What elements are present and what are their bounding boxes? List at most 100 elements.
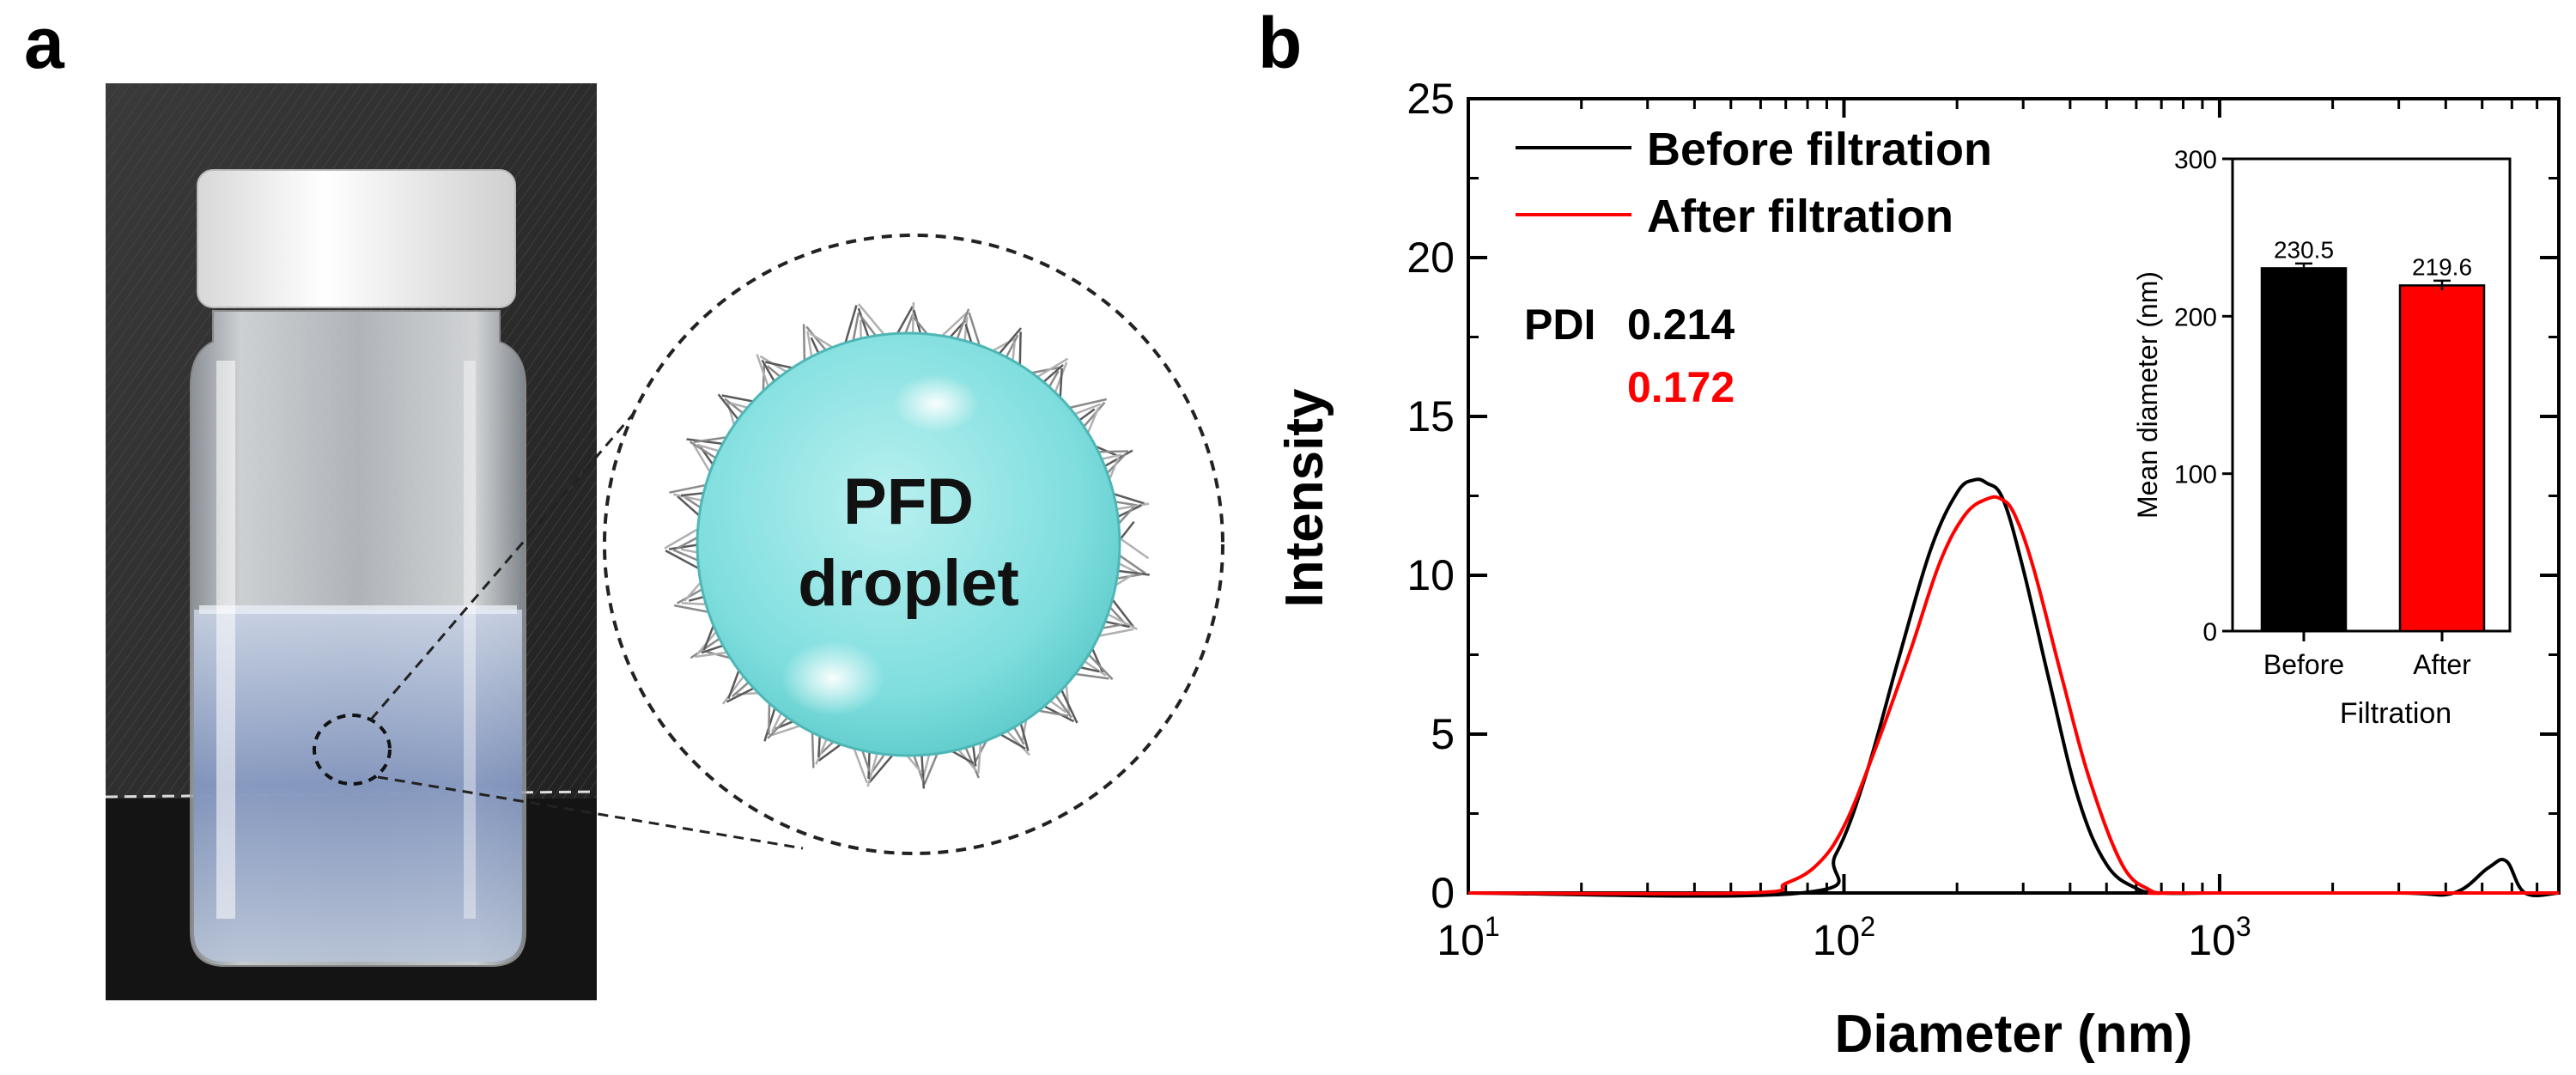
surfactant-strand — [1065, 398, 1108, 410]
x-tick-label: 102 — [1813, 911, 1875, 964]
surfactant-strand — [857, 307, 871, 341]
legend-label-after: After filtration — [1647, 191, 1953, 242]
surfactant-strand — [894, 306, 914, 338]
surfactant-strand — [1094, 628, 1134, 638]
surfactant-strand — [767, 714, 791, 739]
droplet-label-line1: PFD — [843, 465, 974, 538]
plot-frame — [1467, 97, 2561, 895]
surfactant-strand — [920, 751, 926, 789]
surfactant-strand — [1018, 720, 1030, 751]
droplet-highlight-bottom — [781, 641, 884, 716]
inset-y-tick-label: 200 — [2174, 303, 2217, 331]
surfactant-strand — [1109, 595, 1134, 628]
y-axis-ticks: 0 5 10 15 20 25 — [1406, 75, 2559, 917]
surfactant-strand — [1059, 686, 1078, 724]
surfactant-strand — [1115, 534, 1150, 560]
droplet-illustration: PFD droplet — [603, 234, 1224, 855]
surfactant-strand — [938, 312, 968, 340]
y-tick-label: 0 — [1431, 869, 1455, 917]
y-tick-label: 25 — [1406, 75, 1455, 123]
surfactant-strand — [802, 324, 806, 365]
surfactant-strand — [726, 685, 758, 703]
surfactant-strand — [673, 604, 713, 614]
panel-letter-a: a — [24, 3, 64, 83]
surfactant-strand — [1004, 727, 1030, 756]
surfactant-strand — [867, 748, 871, 780]
x-tick-label: 101 — [1437, 911, 1499, 964]
surfactant-strand — [868, 750, 896, 784]
surfactant-strand — [851, 744, 868, 784]
surfactant-strand — [1040, 703, 1075, 723]
x-axis-label: Diameter (nm) — [1835, 1005, 2193, 1064]
pdi-after-value: 0.172 — [1627, 363, 1735, 411]
legend: Before filtration After filtration — [1516, 124, 1992, 242]
surfactant-strand — [843, 305, 858, 348]
surfactant-strand — [996, 327, 1023, 357]
surfactant-strand — [756, 354, 771, 391]
pdi-before-value: 0.214 — [1627, 301, 1735, 349]
inset-frame — [2231, 157, 2512, 633]
inset-bar-after — [2398, 284, 2486, 633]
inset-x-tick-label: Before — [2263, 649, 2344, 680]
surfactant-strand — [1033, 357, 1069, 380]
surfactant-strand — [851, 312, 860, 345]
series-line-before — [1467, 477, 2560, 898]
inset-y-axis-label: Mean diameter (nm) — [2132, 271, 2163, 519]
inset-y-tick-label: 100 — [2174, 461, 2217, 489]
series-layer — [1467, 477, 2560, 898]
y-tick-label: 10 — [1406, 551, 1455, 599]
surfactant-strand — [1085, 651, 1114, 681]
y-tick-label: 5 — [1431, 710, 1455, 758]
surfactant-strand — [717, 393, 742, 423]
surfactant-strand — [1071, 672, 1109, 680]
surfactant-strand — [1071, 403, 1102, 416]
surfactant-strand — [727, 665, 742, 699]
surfactant-strand — [1018, 331, 1022, 369]
surfactant-strand — [968, 312, 982, 350]
surfactant-strand — [1103, 611, 1138, 630]
vial-liquid — [194, 610, 522, 962]
surfactant-strand — [676, 586, 706, 604]
inset-x-axis-label: Filtration — [2340, 697, 2451, 730]
surfactant-strand — [811, 728, 815, 768]
surfactant-strand — [857, 303, 888, 339]
legend-label-before: Before filtration — [1647, 124, 1992, 175]
inset-y-tick-label: 300 — [2174, 146, 2217, 174]
zoom-line-bottom — [377, 775, 804, 850]
surfactant-strand — [1040, 363, 1064, 386]
y-tick-label: 15 — [1406, 392, 1455, 440]
surfactant-strand — [1114, 569, 1150, 576]
surfactant-strand — [665, 550, 703, 572]
panel-letter-b: b — [1258, 3, 1303, 83]
vial-meniscus — [199, 605, 517, 614]
series-line-after — [1467, 495, 2559, 896]
surfactant-strand — [923, 749, 940, 785]
surfactant-strand — [866, 750, 879, 787]
inset-bar-before — [2260, 267, 2348, 633]
surfactant-strand — [1080, 658, 1107, 677]
zoom-origin-circle — [313, 714, 392, 786]
droplet-highlight-top — [893, 374, 979, 433]
surfactant-strand — [1080, 401, 1106, 430]
inset-bars: 230.5 Before 219.6 After — [2260, 236, 2486, 680]
surfactant-strand — [664, 525, 702, 550]
surfactant-strand — [668, 543, 702, 550]
surfactant-strand — [763, 704, 777, 742]
vial-highlight-right — [464, 361, 476, 919]
surfactant-strand — [672, 493, 706, 502]
surfactant-strand — [721, 672, 747, 705]
surfactant-strand — [1053, 692, 1072, 719]
inset-data-label: 230.5 — [2274, 236, 2334, 263]
surfactant-strand — [1115, 552, 1146, 574]
inset-y-axis-ticks: 0 100 200 300 — [2174, 146, 2233, 647]
surfactant-strand — [1113, 502, 1150, 511]
surfactant-strand — [695, 651, 732, 659]
surfactant-strand — [805, 325, 829, 354]
surfactant-strand — [669, 483, 710, 494]
surfactant-strand — [689, 440, 720, 461]
zoom-line-top — [369, 386, 659, 720]
x-axis-ticks: 101 102 103 — [1437, 99, 2561, 964]
surfactant-strand — [815, 735, 829, 765]
inset-x-tick-label: After — [2413, 649, 2471, 680]
